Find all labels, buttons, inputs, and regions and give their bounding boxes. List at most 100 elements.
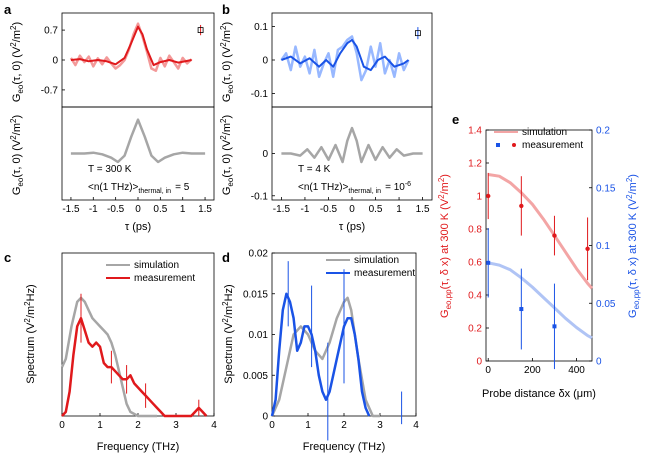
panel-d-y-tick-label: 0.005 — [243, 371, 268, 382]
panel-c-simulation-line — [60, 296, 157, 418]
panel-label-d: d — [222, 250, 230, 265]
panel-e-x-tick-label: 200 — [524, 365, 541, 376]
panel-c-measurement-line — [61, 316, 208, 418]
panel-b-top-y-tick-label: 0.1 — [254, 22, 268, 33]
panel-e-yleft-tick-label: 0.6 — [468, 258, 482, 269]
svg-text:simulation: simulation — [354, 255, 399, 266]
panel-a-x-tick-label: 1.5 — [198, 204, 212, 215]
panel-b-top-y-tick-label: 0 — [262, 56, 268, 67]
panel-a-x-tick-label: 0 — [135, 204, 141, 215]
panel-b-errorbar-marker — [414, 30, 421, 37]
panel-e-yright-tick-label: 0.2 — [596, 126, 610, 137]
panel-e-yleft-tick-label: 0.8 — [468, 225, 482, 236]
panel-label-e: e — [452, 112, 459, 127]
panel-a-x-tick-label: 0.5 — [153, 204, 167, 215]
panel-e-yright-tick-label: 0.15 — [596, 183, 616, 194]
panel-b-x-tick-label: 1 — [396, 204, 402, 215]
svg-text:simulation: simulation — [134, 260, 179, 271]
panel-c-ylabel: Spectrum (V2/m2Hz) — [23, 284, 37, 383]
panel-e-point-300k — [486, 193, 491, 199]
panel-a-xlabel: τ (ps) — [125, 221, 151, 233]
panel-a-top-y-tick-label: 0.7 — [44, 26, 58, 37]
panel-d-x-tick-label: 1 — [305, 420, 311, 431]
panel-d-xlabel: Frequency (THz) — [303, 441, 386, 453]
panel-e-point-4k — [519, 307, 524, 312]
panel-label-c: c — [4, 250, 11, 265]
panel-e-yright-tick-label: 0 — [596, 357, 602, 368]
panel-b-x-tick-label: 1.5 — [416, 204, 430, 215]
svg-text:Geo,pp(τ, δ x) at 300 K (V2/m2: Geo,pp(τ, δ x) at 300 K (V2/m2) — [437, 174, 453, 318]
svg-text:Geo(τ, 0) (V2/m2): Geo(τ, 0) (V2/m2) — [219, 115, 235, 195]
panel-b-temp: T = 4 K — [298, 164, 331, 175]
panel-c-x-tick-label: 1 — [97, 420, 103, 431]
panel-d-y-tick-label: 0.02 — [249, 249, 269, 260]
panel-b-ylabel-bottom: Geo(τ, 0) (V2/m2) — [219, 115, 235, 195]
panel-e-yleft-tick-label: 1 — [476, 192, 482, 203]
panel-b-x-tick-label: 0 — [349, 204, 355, 215]
panel-a-ylabel-top: Geo(τ, 0) (V2/m2) — [9, 22, 25, 102]
panel-e-point-4k — [552, 324, 557, 329]
panel-b-top-fit-line — [281, 38, 410, 72]
panel-e-legend: simulation measurement — [494, 127, 583, 151]
panel-c-x-tick-label: 3 — [173, 420, 179, 431]
panel-d-ylabel: Spectrum (V2/m2Hz) — [221, 284, 235, 383]
panel-a-x-tick-label: -1 — [89, 204, 98, 215]
panel-c-x-tick-label: 4 — [211, 420, 217, 431]
panel-a-top-fit-line — [70, 25, 192, 67]
panel-e-point-4k — [486, 260, 491, 265]
svg-text:measurement: measurement — [354, 268, 415, 279]
panel-c-xlabel: Frequency (THz) — [97, 441, 180, 453]
svg-text:Geo(τ, 0) (V2/m2): Geo(τ, 0) (V2/m2) — [219, 22, 235, 102]
panel-b-bottom-simulation-line — [281, 126, 423, 164]
panel-e-yleft-tick-label: 0.4 — [468, 291, 482, 302]
panel-e-ylabel-left: Geo,pp(τ, δ x) at 300 K (V2/m2) — [437, 174, 453, 318]
panel-e-yright-tick-label: 0.05 — [596, 299, 616, 310]
panel-b-x-tick-label: 0.5 — [369, 204, 383, 215]
panel-b-bottom-y-tick-label: -0.1 — [251, 191, 269, 202]
panel-b-top-y-tick-label: -0.1 — [251, 89, 269, 100]
svg-text:measurement: measurement — [522, 140, 583, 151]
panel-c-x-tick-label: 2 — [135, 420, 141, 431]
panel-d-y-tick-label: 0.01 — [249, 330, 269, 341]
panel-b-xlabel: τ (ps) — [339, 221, 365, 233]
plot-layer: 0.70-0.7-1.5 -1 -0.5 0 0.5 1 1.50.10-0.10-0.1-… — [41, 22, 616, 441]
panel-a-x-tick-label: -1.5 — [62, 204, 80, 215]
panel-a-x-tick-label: 1 — [180, 204, 186, 215]
panel-d-x-tick-label: 4 — [413, 420, 419, 431]
panel-a-top-y-tick-label: -0.7 — [41, 85, 59, 96]
panel-e-point-300k — [585, 246, 590, 251]
panel-a-top-measurement-line — [69, 22, 193, 72]
panel-a-temp: T = 300 K — [88, 164, 132, 175]
panel-b-x-tick-label: -1.5 — [273, 204, 291, 215]
panel-e-yleft-tick-label: 1.2 — [468, 159, 482, 170]
panel-c-x-tick-label: 0 — [59, 420, 65, 431]
panel-e-yleft-tick-label: 0.2 — [468, 324, 482, 335]
panel-d-x-tick-label: 0 — [269, 420, 275, 431]
panel-e-ylabel-right: Geo,pp(τ, δ x) at 300 K (V2/m2) — [625, 174, 641, 318]
panel-d-legend: simulation measurement — [326, 255, 415, 279]
panel-e-yleft-tick-label: 0 — [476, 357, 482, 368]
panel-d-y-tick-label: 0 — [262, 412, 268, 423]
panel-d-measurement-line — [270, 292, 371, 417]
panel-e-yleft-tick-label: 1.4 — [468, 126, 482, 137]
panel-e-point-300k — [552, 233, 557, 238]
svg-text:simulation: simulation — [522, 127, 567, 138]
panel-e-xlabel: Probe distance δx (μm) — [482, 388, 596, 400]
panel-e-sim-300k-line — [487, 173, 594, 290]
panel-d-x-tick-label: 2 — [341, 420, 347, 431]
panel-b-x-tick-label: -1 — [300, 204, 309, 215]
panel-a-errorbar-marker — [197, 27, 204, 33]
svg-text:Spectrum (V2/m2Hz): Spectrum (V2/m2Hz) — [23, 284, 37, 383]
svg-text:Geo(τ, 0) (V2/m2): Geo(τ, 0) (V2/m2) — [9, 115, 25, 195]
panel-c-legend: simulation measurement — [106, 260, 195, 284]
panel-e-yright-tick-label: 0.1 — [596, 241, 610, 252]
panel-b-bottom-y-tick-label: 0 — [262, 149, 268, 160]
panel-label-a: a — [4, 2, 12, 17]
panel-d-x-tick-label: 3 — [377, 420, 383, 431]
panel-a-top-y-tick-label: 0 — [52, 56, 58, 67]
panel-b-x-tick-label: -0.5 — [320, 204, 338, 215]
panel-d-simulation-line — [270, 296, 380, 418]
panel-a-ylabel-bottom: Geo(τ, 0) (V2/m2) — [9, 115, 25, 195]
panel-a-x-tick-label: -0.5 — [107, 204, 125, 215]
svg-text:measurement: measurement — [134, 273, 195, 284]
